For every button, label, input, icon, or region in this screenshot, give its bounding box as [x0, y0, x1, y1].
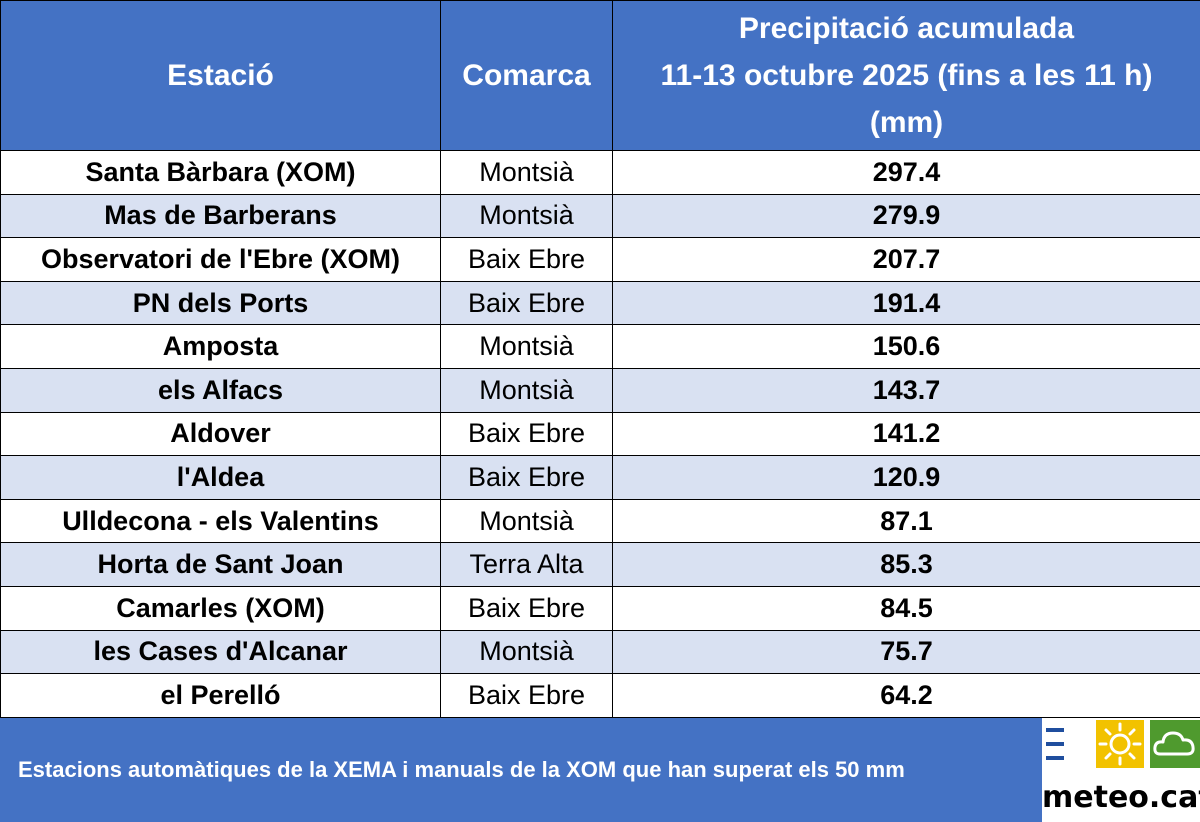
table-row: Horta de Sant Joan Terra Alta 85.3 [0, 542, 1200, 587]
header-precip-line1: Precipitació acumulada [738, 12, 1075, 45]
precipitation-value-cell: 191.4 [612, 280, 1200, 326]
precipitation-value-cell: 141.2 [612, 411, 1200, 457]
header-precip-line2: 11-13 octubre 2025 (fins a les 11 h) [660, 59, 1153, 92]
header-station: Estació [0, 0, 441, 151]
logo-text: meteo.cat [1042, 780, 1200, 815]
precipitation-value-cell: 207.7 [612, 237, 1200, 282]
station-cell: Ulldecona - els Valentins [0, 498, 441, 544]
station-cell: el Perelló [0, 673, 441, 718]
table-row: Camarles (XOM) Baix Ebre 84.5 [0, 585, 1200, 631]
table-row: Mas de Barberans Montsià 279.9 [0, 193, 1200, 239]
comarca-cell: Montsià [440, 498, 613, 544]
table-row: els Alfacs Montsià 143.7 [0, 367, 1200, 413]
precipitation-value-cell: 84.5 [612, 585, 1200, 631]
station-cell: Camarles (XOM) [0, 585, 441, 631]
precipitation-value-cell: 85.3 [612, 542, 1200, 587]
menu-icon [1042, 720, 1090, 768]
table-row: Amposta Montsià 150.6 [0, 324, 1200, 369]
header-precipitation: Precipitació acumulada 11-13 octubre 202… [612, 0, 1200, 151]
cloud-icon [1150, 720, 1200, 768]
station-cell: Santa Bàrbara (XOM) [0, 150, 441, 195]
table-row: Observatori de l'Ebre (XOM) Baix Ebre 207.… [0, 237, 1200, 282]
comarca-cell: Baix Ebre [440, 585, 613, 631]
comarca-cell: Baix Ebre [440, 411, 613, 457]
footer-note: Estacions automàtiques de la XEMA i manu… [18, 757, 905, 782]
station-cell: Observatori de l'Ebre (XOM) [0, 237, 441, 282]
comarca-cell: Montsià [440, 193, 613, 239]
footer-bar: Estacions automàtiques de la XEMA i manu… [0, 718, 1200, 822]
comarca-cell: Terra Alta [440, 542, 613, 587]
precipitation-value-cell: 75.7 [612, 629, 1200, 675]
table-row: les Cases d'Alcanar Montsià 75.7 [0, 629, 1200, 675]
precipitation-value-cell: 120.9 [612, 455, 1200, 500]
comarca-cell: Montsià [440, 367, 613, 413]
comarca-cell: Montsià [440, 629, 613, 675]
comarca-cell: Montsià [440, 324, 613, 369]
table-header-row: Estació Comarca Precipitació acumulada 1… [0, 0, 1200, 151]
header-precip-line3: (mm) [869, 106, 944, 139]
table-row: l'Aldea Baix Ebre 120.9 [0, 455, 1200, 500]
precipitation-value-cell: 297.4 [612, 150, 1200, 195]
logo-tiles [1042, 718, 1200, 776]
precipitation-table: Estació Comarca Precipitació acumulada 1… [0, 0, 1200, 718]
table-row: el Perelló Baix Ebre 64.2 [0, 673, 1200, 718]
precipitation-value-cell: 150.6 [612, 324, 1200, 369]
station-cell: PN dels Ports [0, 280, 441, 326]
table-row: PN dels Ports Baix Ebre 191.4 [0, 280, 1200, 326]
header-comarca: Comarca [440, 0, 613, 151]
station-cell: els Alfacs [0, 367, 441, 413]
station-cell: Amposta [0, 324, 441, 369]
comarca-cell: Baix Ebre [440, 237, 613, 282]
table-row: Aldover Baix Ebre 141.2 [0, 411, 1200, 457]
station-cell: Horta de Sant Joan [0, 542, 441, 587]
table-row: Santa Bàrbara (XOM) Montsià 297.4 [0, 150, 1200, 195]
comarca-cell: Baix Ebre [440, 673, 613, 718]
comarca-cell: Montsià [440, 150, 613, 195]
table-row: Ulldecona - els Valentins Montsià 87.1 [0, 498, 1200, 544]
station-cell: Aldover [0, 411, 441, 457]
comarca-cell: Baix Ebre [440, 280, 613, 326]
comarca-cell: Baix Ebre [440, 455, 613, 500]
station-cell: les Cases d'Alcanar [0, 629, 441, 675]
meteocat-logo: meteo.cat [1042, 718, 1200, 822]
precipitation-value-cell: 279.9 [612, 193, 1200, 239]
sun-icon [1096, 720, 1144, 768]
precipitation-value-cell: 64.2 [612, 673, 1200, 718]
station-cell: l'Aldea [0, 455, 441, 500]
station-cell: Mas de Barberans [0, 193, 441, 239]
precipitation-value-cell: 87.1 [612, 498, 1200, 544]
precipitation-value-cell: 143.7 [612, 367, 1200, 413]
